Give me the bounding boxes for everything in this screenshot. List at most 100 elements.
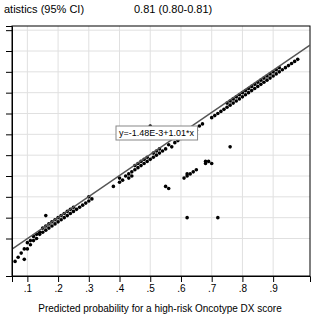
- x-tick: .2: [54, 276, 63, 294]
- x-tick-mark: [89, 276, 90, 282]
- grid-line-y: [12, 238, 310, 239]
- point: [121, 178, 125, 182]
- point: [185, 172, 189, 176]
- point: [84, 201, 88, 205]
- point: [32, 239, 36, 243]
- x-tick-mark: [212, 276, 213, 282]
- annotation-text: y=-1.48E-3+1.01*x: [119, 128, 195, 138]
- point: [59, 218, 63, 222]
- point: [26, 247, 30, 251]
- grid-line-y: [12, 113, 310, 114]
- point: [130, 170, 134, 174]
- point: [133, 168, 137, 172]
- y-tick: [6, 176, 12, 177]
- y-tick: [6, 197, 12, 198]
- point: [152, 155, 156, 159]
- x-tick-label: .4: [116, 283, 125, 294]
- point: [213, 114, 217, 118]
- grid-line-y: [12, 92, 310, 93]
- point: [62, 216, 66, 220]
- point: [13, 260, 17, 264]
- grid-line-y: [12, 71, 310, 72]
- chart: atistics (95% CI) 0.81 (0.80-0.81) .1 .2 .3.…: [0, 0, 320, 320]
- point: [256, 85, 260, 89]
- point: [238, 97, 242, 101]
- x-tick: .1: [24, 276, 33, 294]
- point: [259, 83, 263, 87]
- y-tick-mark: [6, 72, 12, 73]
- y-tick: [6, 239, 12, 240]
- point: [127, 172, 131, 176]
- point: [127, 176, 131, 180]
- point: [188, 172, 192, 176]
- point: [19, 251, 23, 255]
- x-tick-label: .7: [208, 283, 217, 294]
- grid-line-y: [12, 51, 310, 52]
- point: [268, 76, 272, 80]
- x-tick-mark: [242, 276, 243, 282]
- x-tick: .6: [177, 276, 186, 294]
- point: [90, 197, 94, 201]
- point: [158, 151, 162, 155]
- point: [164, 185, 168, 189]
- regression-line: [12, 45, 310, 249]
- x-tick: .7: [208, 276, 217, 294]
- point: [191, 170, 195, 174]
- point: [87, 199, 91, 203]
- point: [130, 174, 134, 178]
- grid: [12, 26, 310, 276]
- point: [50, 224, 54, 228]
- point: [277, 70, 281, 74]
- point: [167, 187, 171, 191]
- point: [118, 180, 122, 184]
- y-tick: [6, 134, 12, 135]
- x-tick-mark: [58, 276, 59, 282]
- x-tick-mark: [273, 276, 274, 282]
- x-tick: .5: [147, 276, 156, 294]
- y-tick: [6, 155, 12, 156]
- subtitle: 0.81 (0.80-0.81): [134, 3, 212, 15]
- point: [155, 153, 159, 157]
- x-tick-label: .8: [239, 283, 248, 294]
- marks: [12, 45, 310, 263]
- y-tick-mark: [6, 134, 12, 135]
- annotation-box: [116, 126, 198, 140]
- title: atistics (95% CI): [4, 3, 84, 15]
- point: [112, 185, 116, 189]
- x-tick-mark: [181, 276, 182, 282]
- point: [65, 214, 69, 218]
- point: [173, 141, 177, 145]
- point: [22, 258, 26, 262]
- point: [247, 91, 251, 95]
- x-tick-label: .3: [85, 283, 94, 294]
- point: [16, 255, 20, 259]
- point: [293, 60, 297, 64]
- point: [124, 174, 128, 178]
- point: [53, 222, 57, 226]
- grid-line-y: [12, 155, 310, 156]
- point: [198, 124, 202, 128]
- point: [75, 208, 79, 212]
- point: [201, 122, 205, 126]
- point: [145, 160, 149, 164]
- point: [207, 160, 211, 164]
- y-tick-mark: [6, 93, 12, 94]
- point: [185, 216, 189, 220]
- point: [26, 241, 30, 245]
- point: [41, 230, 45, 234]
- point: [78, 205, 82, 209]
- y-tick-mark: [6, 30, 12, 31]
- point: [281, 68, 285, 72]
- point: [29, 243, 33, 247]
- y-tick-mark: [6, 155, 12, 156]
- x-tick-mark: [150, 276, 151, 282]
- x-tick-mark: [27, 276, 28, 282]
- point: [210, 162, 214, 166]
- x-tick-label: .6: [177, 283, 186, 294]
- point: [56, 220, 60, 224]
- y-tick-mark: [6, 114, 12, 115]
- y-tick: [6, 93, 12, 94]
- x-tick-mark: [120, 276, 121, 282]
- point: [287, 64, 291, 68]
- point: [44, 228, 48, 232]
